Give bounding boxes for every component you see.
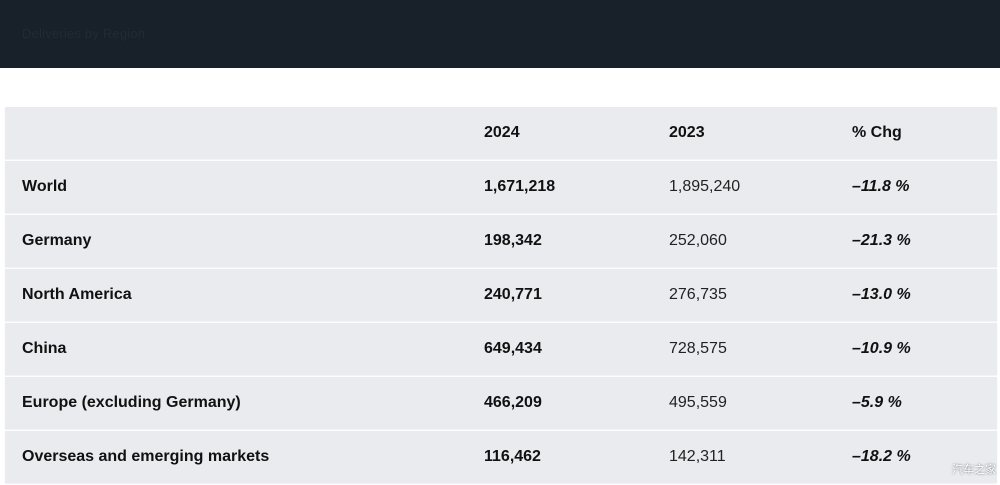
percent-change: –13.0 % <box>852 286 911 303</box>
header-2024: 2024 <box>484 124 520 141</box>
header-percent-change: % Chg <box>852 124 902 141</box>
value-2023: 728,575 <box>669 340 727 357</box>
value-2023: 495,559 <box>669 394 727 411</box>
percent-change: –10.9 % <box>852 340 911 357</box>
value-2024: 116,462 <box>484 448 541 465</box>
table-row: Overseas and emerging markets 116,462 14… <box>5 431 997 483</box>
region-name: World <box>22 178 68 195</box>
percent-change: –21.3 % <box>852 232 911 249</box>
region-name: Overseas and emerging markets <box>22 448 270 465</box>
deliveries-table: 2024 2023 % Chg World 1,671,218 1,895,24… <box>5 107 997 485</box>
value-2023: 1,895,240 <box>669 178 741 195</box>
header-2023: 2023 <box>669 124 705 141</box>
percent-change: –11.8 % <box>852 178 910 195</box>
value-2024: 240,771 <box>484 286 542 303</box>
table-row: Germany 198,342 252,060 –21.3 % <box>5 215 997 267</box>
table-row: Europe (excluding Germany) 466,209 495,5… <box>5 377 997 429</box>
table-row: North America 240,771 276,735 –13.0 % <box>5 269 997 321</box>
region-name: Germany <box>22 232 92 249</box>
value-2024: 649,434 <box>484 340 542 357</box>
percent-change: –18.2 % <box>852 448 911 465</box>
value-2023: 276,735 <box>669 286 727 303</box>
table-header-row: 2024 2023 % Chg <box>5 107 997 159</box>
region-name: China <box>22 340 67 357</box>
region-name: Europe (excluding Germany) <box>22 394 241 411</box>
watermark-text: 汽车之家 <box>952 464 996 476</box>
table-row: China 649,434 728,575 –10.9 % <box>5 323 997 375</box>
percent-change: –5.9 % <box>852 394 902 411</box>
value-2023: 252,060 <box>669 232 727 249</box>
banner-caption: Deliveries by Region <box>22 26 146 41</box>
table-row: World 1,671,218 1,895,240 –11.8 % <box>5 161 997 213</box>
value-2024: 198,342 <box>484 232 542 249</box>
top-banner: Deliveries by Region <box>0 0 1000 68</box>
value-2023: 142,311 <box>669 448 726 465</box>
region-name: North America <box>22 286 132 303</box>
value-2024: 1,671,218 <box>484 178 556 195</box>
value-2024: 466,209 <box>484 394 542 411</box>
